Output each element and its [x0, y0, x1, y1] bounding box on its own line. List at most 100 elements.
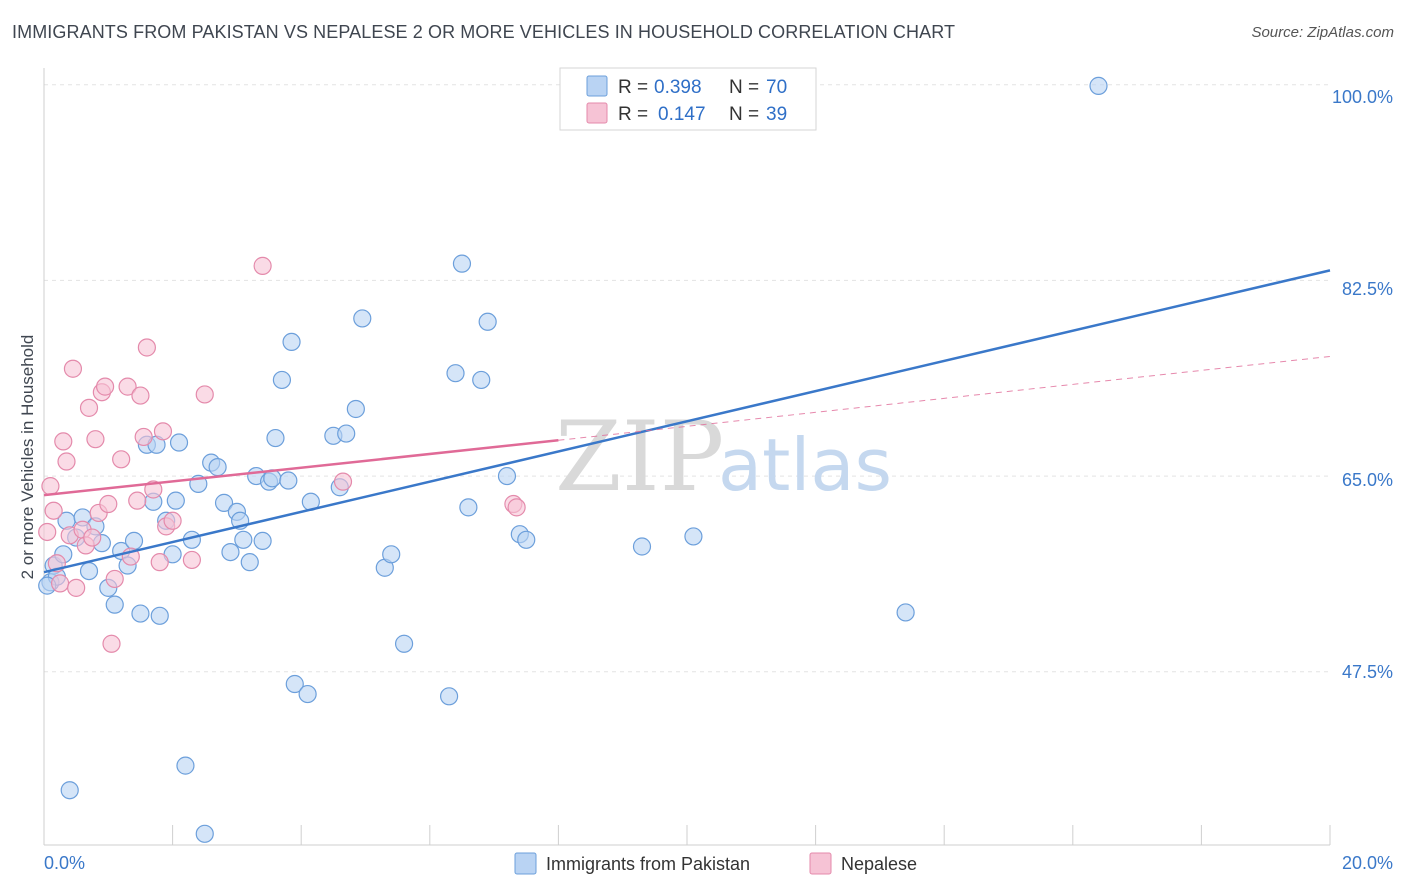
- pakistan-point: [253, 531, 272, 551]
- nepalese-point: [105, 569, 124, 589]
- pakistan-point: [446, 364, 465, 383]
- nepalese-point: [99, 494, 118, 514]
- nepalese-point: [50, 574, 70, 593]
- pakistan-point: [497, 466, 517, 486]
- pakistan-point: [79, 561, 99, 581]
- nepalese-point: [83, 528, 102, 547]
- nepalese-point: [134, 427, 153, 447]
- nepalese-point: [137, 338, 156, 357]
- nepalese-point: [128, 491, 147, 510]
- bottom-legend-swatch-nepalese: [809, 852, 832, 875]
- x-tick-label-min: 0.0%: [44, 853, 85, 873]
- nepalese-point: [86, 430, 105, 449]
- pakistan-point: [353, 309, 372, 328]
- trend-lines: [43, 269, 1331, 574]
- pakistan-point: [285, 674, 304, 694]
- pakistan-point: [282, 332, 301, 352]
- y-tick-label: 65.0%: [1342, 470, 1393, 490]
- chart-title: IMMIGRANTS FROM PAKISTAN VS NEPALESE 2 O…: [12, 22, 956, 42]
- nepalese-point: [144, 480, 163, 499]
- pakistan-point: [346, 399, 365, 419]
- legend-n-value-pakistan: 70: [766, 77, 787, 98]
- pakistan-point: [298, 684, 317, 704]
- pakistan-point: [684, 527, 703, 546]
- pakistan-point: [124, 531, 144, 551]
- nepalese-point: [44, 501, 63, 520]
- nepalese-trend-extension: [558, 355, 1331, 441]
- bottom-legend-label-pakistan: Immigrants from Pakistan: [546, 854, 750, 874]
- legend-swatch-pakistan: [586, 75, 608, 97]
- nepalese-point: [131, 386, 150, 405]
- pakistan-point: [60, 781, 79, 800]
- pakistan-point: [394, 634, 414, 653]
- legend-r-label: R =: [618, 104, 648, 125]
- legend-r-value-pakistan: 0.398: [654, 77, 702, 98]
- nepalese-point: [112, 450, 131, 469]
- nepalese-point: [41, 477, 60, 496]
- nepalese-point: [253, 256, 272, 275]
- legend-n-label: N =: [729, 104, 759, 125]
- pakistan-point: [169, 433, 189, 452]
- pakistan-point: [459, 498, 478, 517]
- pakistan-trend-line: [43, 269, 1331, 574]
- nepalese-point: [333, 472, 353, 491]
- nepalese-point: [118, 377, 137, 396]
- pakistan-point: [472, 370, 491, 390]
- pakistan-point: [382, 545, 401, 564]
- y-tick-label: 47.5%: [1342, 662, 1393, 682]
- bottom-legend: Immigrants from Pakistan Nepalese: [514, 852, 917, 875]
- pakistan-point: [131, 604, 150, 623]
- nepalese-point: [507, 498, 526, 517]
- nepalese-point: [150, 553, 169, 572]
- nepalese-point: [57, 452, 76, 471]
- pakistan-point: [266, 428, 285, 448]
- pakistan-point: [234, 530, 253, 549]
- y-tick-label: 82.5%: [1342, 279, 1393, 299]
- pakistan-point: [1089, 76, 1108, 95]
- watermark: ZIP atlas: [555, 401, 892, 513]
- nepalese-point: [102, 634, 121, 653]
- nepalese-point: [182, 550, 201, 570]
- pakistan-point: [176, 756, 195, 775]
- nepalese-point: [163, 511, 182, 530]
- bottom-legend-swatch-pakistan: [514, 852, 537, 875]
- pakistan-point: [478, 312, 497, 331]
- nepalese-point: [63, 359, 83, 378]
- bottom-legend-label-nepalese: Nepalese: [841, 854, 917, 874]
- pakistan-point: [208, 458, 227, 477]
- nepalese-point: [195, 385, 214, 404]
- watermark-atlas: atlas: [718, 423, 892, 507]
- y-tick-label: 100.0%: [1332, 87, 1393, 107]
- nepalese-point: [54, 432, 73, 451]
- pakistan-point: [240, 553, 259, 572]
- pakistan-point: [166, 491, 185, 510]
- pakistan-point: [221, 542, 240, 562]
- pakistan-point: [452, 254, 472, 273]
- nepalese-point: [153, 422, 173, 441]
- legend-r-label: R =: [618, 77, 648, 98]
- legend-swatch-nepalese: [586, 102, 608, 124]
- pakistan-point: [439, 687, 459, 706]
- chart-source: Source: ZipAtlas.com: [1251, 24, 1394, 41]
- x-tick-label-max: 20.0%: [1342, 853, 1393, 873]
- pakistan-point: [517, 530, 536, 549]
- pakistan-point: [896, 603, 915, 622]
- pakistan-point: [105, 595, 124, 614]
- series-nepalese-points: [38, 256, 526, 653]
- nepalese-point: [67, 578, 86, 597]
- pakistan-point: [150, 606, 169, 625]
- legend-r-value-nepalese: 0.147: [658, 104, 706, 125]
- y-axis-label: 2 or more Vehicles in Household: [18, 335, 37, 580]
- pakistan-point: [195, 824, 214, 843]
- pakistan-point: [279, 471, 298, 490]
- pakistan-point: [337, 424, 356, 443]
- x-tick-marks: [43, 825, 1331, 845]
- pakistan-point: [632, 537, 652, 556]
- stats-legend: R = 0.398 N = 70 R = 0.147 N = 39: [559, 67, 817, 131]
- nepalese-point: [79, 398, 99, 417]
- pakistan-point: [214, 493, 234, 512]
- nepalese-point: [95, 377, 115, 396]
- nepalese-trend-line: [43, 439, 559, 497]
- nepalese-point: [38, 522, 57, 542]
